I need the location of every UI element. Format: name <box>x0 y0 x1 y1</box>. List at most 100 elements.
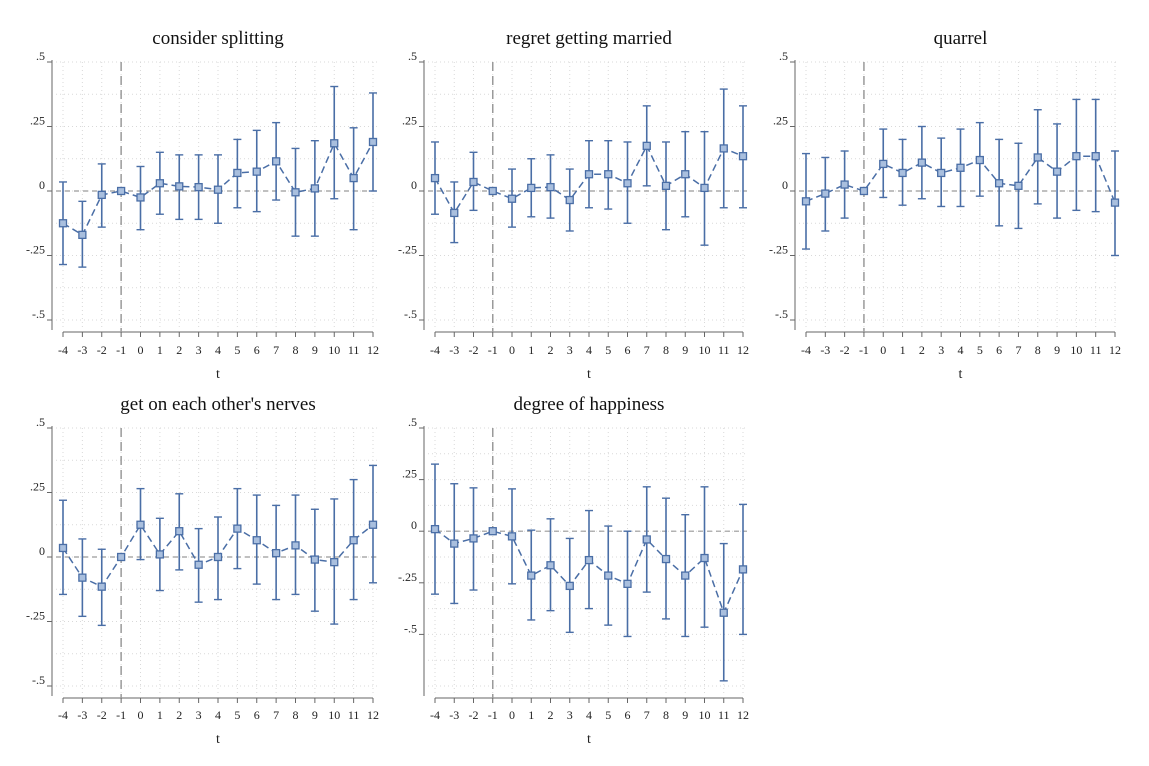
x-tick-label: 0 <box>509 343 515 357</box>
x-tick-label: -1 <box>488 708 498 722</box>
x-tick-label: 10 <box>328 708 340 722</box>
x-tick-label: 5 <box>605 343 611 357</box>
x-tick-label: -2 <box>469 708 479 722</box>
x-tick-label: 6 <box>625 708 631 722</box>
point-estimate <box>430 173 440 183</box>
point-estimate <box>349 536 358 545</box>
point-estimate <box>738 565 748 574</box>
panel-1: .5.250-.25-.5-4 -3 -2 -1 0 1 2 3 4 5 6 7 8 9 10 11 12tco… <box>26 28 379 382</box>
x-tick-label: 7 <box>1015 343 1021 357</box>
point-estimate <box>623 179 632 188</box>
x-tick-label: 8 <box>293 708 299 722</box>
x-axis-label: t <box>587 732 591 747</box>
point-estimate <box>155 550 165 559</box>
x-tick-label: -3 <box>449 708 459 722</box>
y-tick-label: -.5 <box>775 307 788 321</box>
x-tick-label: 10 <box>328 343 340 357</box>
x-tick-label: 0 <box>138 708 144 722</box>
point-estimate <box>136 520 145 529</box>
point-estimate <box>546 561 555 570</box>
point-estimate <box>368 137 378 147</box>
x-tick-label: 2 <box>176 343 182 357</box>
point-estimate <box>879 159 888 169</box>
point-estimate <box>213 552 223 562</box>
panel-title: get on each other's nerves <box>120 394 315 415</box>
x-tick-label: 0 <box>138 343 144 357</box>
y-tick-label: .25 <box>30 480 45 494</box>
y-tick-label: 0 <box>39 544 45 558</box>
y-tick-label: .5 <box>36 415 45 429</box>
y-tick-label: -.25 <box>769 243 788 257</box>
x-tick-label: 5 <box>977 343 983 357</box>
x-tick-label: 2 <box>548 708 554 722</box>
y-tick-label: .25 <box>402 114 417 128</box>
point-estimate <box>291 541 300 550</box>
x-tick-label: 5 <box>234 708 240 722</box>
point-estimate <box>623 579 632 588</box>
point-estimate <box>78 230 87 240</box>
y-tick-label: -.25 <box>26 243 45 257</box>
x-tick-label: 9 <box>312 708 318 722</box>
x-tick-label: 11 <box>348 343 360 357</box>
x-tick-label: -1 <box>859 343 869 357</box>
point-estimate <box>78 573 87 582</box>
x-tick-label: 5 <box>605 708 611 722</box>
y-tick-label: 0 <box>782 178 788 192</box>
x-tick-label: 12 <box>737 343 749 357</box>
point-estimate <box>527 571 536 580</box>
y-tick-label: 0 <box>39 178 45 192</box>
panel-4: .5.250-.25-.5-4 -3 -2 -1 0 1 2 3 4 5 6 7 8 9 10 11 12tge… <box>26 394 379 747</box>
point-estimate <box>642 141 651 151</box>
x-tick-label: 12 <box>1109 343 1121 357</box>
x-tick-label: 9 <box>1054 343 1060 357</box>
panel-title: consider splitting <box>152 28 284 49</box>
y-tick-label: -.5 <box>404 621 417 635</box>
point-estimate <box>661 181 671 190</box>
x-tick-label: 12 <box>737 708 749 722</box>
point-estimate <box>136 193 145 202</box>
point-estimate <box>233 168 242 178</box>
y-tick-label: -.5 <box>32 673 45 687</box>
x-tick-label: 4 <box>215 708 221 722</box>
point-estimate <box>368 520 378 529</box>
point-estimate <box>975 155 984 165</box>
x-tick-label: 2 <box>548 343 554 357</box>
x-tick-label: 1 <box>528 343 534 357</box>
x-tick-label: 0 <box>509 708 515 722</box>
y-tick-label: .25 <box>402 467 417 481</box>
point-estimate <box>840 180 849 189</box>
x-tick-label: 8 <box>663 343 669 357</box>
x-tick-label: -2 <box>840 343 850 357</box>
point-estimate <box>700 553 709 563</box>
x-axis-label: t <box>216 367 220 382</box>
x-tick-label: 3 <box>938 343 944 357</box>
point-estimate <box>175 182 184 191</box>
point-estimate <box>507 194 517 203</box>
point-estimate <box>738 152 748 161</box>
point-estimate <box>194 560 203 569</box>
point-estimate <box>661 554 671 564</box>
y-tick-label: .5 <box>408 415 417 429</box>
x-tick-label: -3 <box>77 343 87 357</box>
x-tick-label: -1 <box>488 343 498 357</box>
x-tick-label: 2 <box>919 343 925 357</box>
point-estimate <box>859 186 869 196</box>
point-estimate <box>330 558 339 567</box>
x-tick-label: 1 <box>157 343 163 357</box>
point-estimate <box>565 581 574 591</box>
point-estimate <box>719 144 728 153</box>
y-tick-label: -.5 <box>404 307 417 321</box>
point-estimate <box>469 177 478 187</box>
x-tick-label: 6 <box>254 708 260 722</box>
point-estimate <box>719 608 728 617</box>
x-tick-label: 7 <box>644 343 650 357</box>
x-tick-label: 8 <box>293 343 299 357</box>
point-estimate <box>271 157 281 166</box>
x-tick-label: 6 <box>254 343 260 357</box>
point-estimate <box>430 524 440 534</box>
point-estimate <box>330 139 339 148</box>
point-estimate <box>291 188 300 197</box>
x-tick-label: 3 <box>196 708 202 722</box>
point-estimate <box>116 186 126 196</box>
point-estimate <box>252 167 261 176</box>
